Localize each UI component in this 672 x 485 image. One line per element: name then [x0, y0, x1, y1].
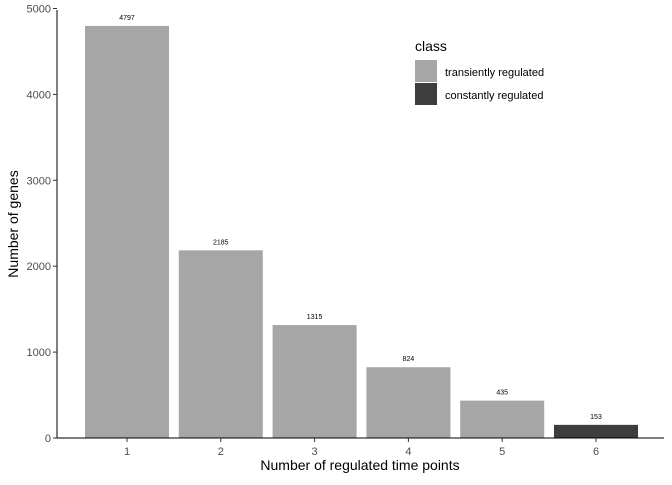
bar-6: [554, 424, 638, 438]
bars-layer: [85, 25, 638, 438]
legend-label-constantly-regulated: constantly regulated: [445, 90, 543, 102]
y-tick-label-5000: 5000: [27, 4, 51, 16]
value-label-3: 1315: [307, 314, 323, 321]
bar-1: [85, 25, 169, 438]
x-tick-label-3: 3: [312, 446, 318, 458]
x-tick-label-4: 4: [405, 446, 411, 458]
y-ticks-layer: 0 1000 2000 3000 4000 5000: [27, 4, 57, 445]
value-label-1: 4797: [119, 15, 135, 22]
legend: class transiently regulated constantly r…: [415, 38, 544, 105]
value-label-6: 153: [590, 414, 602, 421]
y-tick-label-3000: 3000: [27, 175, 51, 187]
x-tick-label-1: 1: [124, 446, 130, 458]
x-axis-title: Number of regulated time points: [260, 457, 459, 473]
legend-label-transiently-regulated: transiently regulated: [445, 67, 544, 79]
x-ticks-layer: 1 2 3 4 5 6: [124, 438, 599, 458]
value-labels-layer: 4797 2185 1315 824 435 153: [119, 15, 602, 421]
y-tick-label-1000: 1000: [27, 347, 51, 359]
legend-title: class: [415, 38, 447, 54]
legend-swatch-transiently-regulated: [415, 60, 437, 82]
x-tick-label-6: 6: [593, 446, 599, 458]
legend-swatch-constantly-regulated: [415, 83, 437, 105]
x-tick-label-5: 5: [499, 446, 505, 458]
bar-3: [272, 325, 357, 438]
y-axis-title: Number of genes: [5, 170, 21, 277]
y-tick-label-4000: 4000: [27, 89, 51, 101]
bar-5: [460, 400, 545, 438]
value-label-5: 435: [496, 390, 508, 397]
value-label-4: 824: [403, 356, 415, 363]
value-label-2: 2185: [213, 239, 229, 246]
y-tick-label-2000: 2000: [27, 261, 51, 273]
bar-2: [178, 250, 263, 438]
y-tick-label-0: 0: [45, 433, 51, 445]
bar-4: [366, 367, 451, 438]
x-tick-label-2: 2: [218, 446, 224, 458]
